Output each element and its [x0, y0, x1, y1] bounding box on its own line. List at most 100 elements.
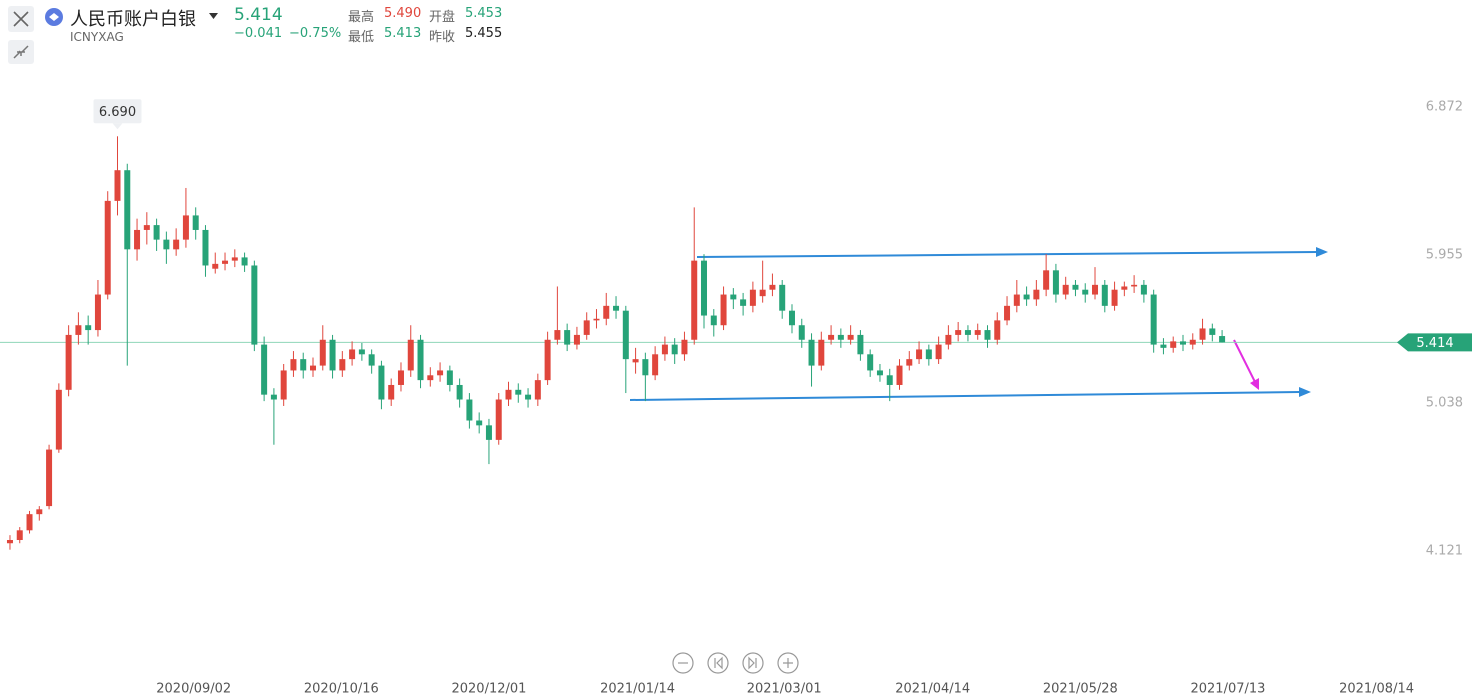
candle-body: [1004, 305, 1011, 321]
candle-body: [740, 299, 747, 306]
stat-value: 5.455: [465, 26, 503, 41]
candle-body: [1052, 270, 1059, 295]
candle-body: [1209, 328, 1216, 335]
candle-body: [1140, 284, 1147, 295]
stat-value: 5.453: [465, 6, 503, 21]
candle-body: [446, 370, 453, 385]
candle-body: [163, 239, 170, 250]
x-tick-label: 2021/07/13: [1190, 682, 1265, 697]
candle-body: [554, 330, 561, 340]
trend-lines: [629, 247, 1328, 401]
candle-body: [466, 399, 473, 421]
candle-body: [1179, 341, 1186, 345]
candle-body: [632, 359, 639, 363]
candle-body: [397, 370, 404, 385]
candle-body: [65, 334, 72, 390]
candle-body: [173, 239, 180, 250]
candle-body: [583, 320, 590, 335]
candle-body: [1219, 336, 1226, 343]
zoom-in-button[interactable]: [777, 652, 799, 674]
candle-body: [16, 530, 23, 540]
candle-body: [349, 349, 356, 360]
candle-body: [134, 229, 141, 250]
candle-body: [104, 200, 111, 295]
candle-body: [192, 215, 199, 230]
symbol-icon-mark: [49, 13, 59, 21]
candle-body: [1013, 294, 1020, 306]
candle-body: [153, 225, 160, 240]
candle-body: [427, 375, 434, 381]
candle-body: [368, 354, 375, 366]
x-tick-label: 2020/09/02: [156, 682, 231, 697]
candle-body: [46, 449, 53, 507]
candle-body: [710, 315, 717, 326]
candle-body: [1111, 289, 1118, 306]
candle-body: [828, 334, 835, 340]
candle-body: [300, 359, 307, 371]
candle-body: [818, 339, 825, 366]
last-price-label: 5.414: [1416, 336, 1453, 351]
candle-body: [1170, 341, 1177, 348]
candle-body: [916, 349, 923, 360]
candle-body: [26, 514, 33, 531]
candle-body: [378, 365, 385, 400]
candle-body: [485, 425, 492, 440]
x-tick-label: 2021/08/14: [1339, 682, 1414, 697]
candle-body: [701, 260, 708, 316]
candle-body: [544, 339, 551, 381]
candle-body: [779, 284, 786, 311]
candle-body: [691, 260, 698, 340]
candle-body: [955, 330, 962, 335]
candle-body: [652, 354, 659, 376]
scroll-start-button[interactable]: [707, 652, 729, 674]
candle-body: [319, 339, 326, 366]
candle-body: [759, 289, 766, 297]
candle-body: [407, 339, 414, 371]
candle-body: [886, 375, 893, 385]
candle-body: [280, 370, 287, 400]
candle-body: [847, 334, 854, 340]
candle-body: [945, 334, 952, 345]
candle-body: [36, 509, 43, 515]
candle-body: [808, 339, 815, 366]
x-tick-label: 2021/04/14: [895, 682, 970, 697]
candle-body: [1082, 289, 1089, 295]
candle-body: [388, 384, 395, 400]
candle-body: [857, 334, 864, 355]
candle-body: [593, 318, 600, 321]
candle-body: [935, 344, 942, 360]
change-pct: −0.75%: [289, 26, 342, 41]
candle-body: [1121, 286, 1128, 290]
collapse-icon: [13, 45, 29, 59]
candle-body: [788, 310, 795, 326]
candle-body: [202, 229, 209, 266]
candle-body: [1101, 284, 1108, 306]
y-tick-label: 4.121: [1426, 544, 1463, 559]
zoom-out-button[interactable]: [672, 652, 694, 674]
candle-body: [437, 370, 444, 376]
candle-body: [241, 257, 248, 266]
candle-body: [329, 339, 336, 371]
candle-body: [681, 339, 688, 355]
candle-body: [1189, 339, 1196, 345]
candle-body: [143, 225, 150, 230]
x-tick-label: 2021/03/01: [747, 682, 822, 697]
candle-body: [798, 325, 805, 340]
candle-body: [622, 310, 629, 360]
x-tick-label: 2020/12/01: [451, 682, 526, 697]
candle-body: [525, 394, 532, 400]
candle-body: [182, 215, 189, 240]
candle-body: [573, 334, 580, 345]
high-marker-label: 6.690: [99, 105, 136, 120]
stat-label: 最低: [348, 30, 375, 45]
candle-body: [310, 365, 317, 371]
candle-body: [534, 380, 541, 400]
price: 5.414: [234, 5, 283, 25]
candle-body: [85, 325, 92, 331]
candle-body: [661, 344, 668, 355]
scroll-end-button[interactable]: [742, 652, 764, 674]
candle-body: [6, 540, 13, 544]
candle-body: [994, 320, 1001, 340]
dropdown-arrow[interactable]: [209, 13, 218, 19]
